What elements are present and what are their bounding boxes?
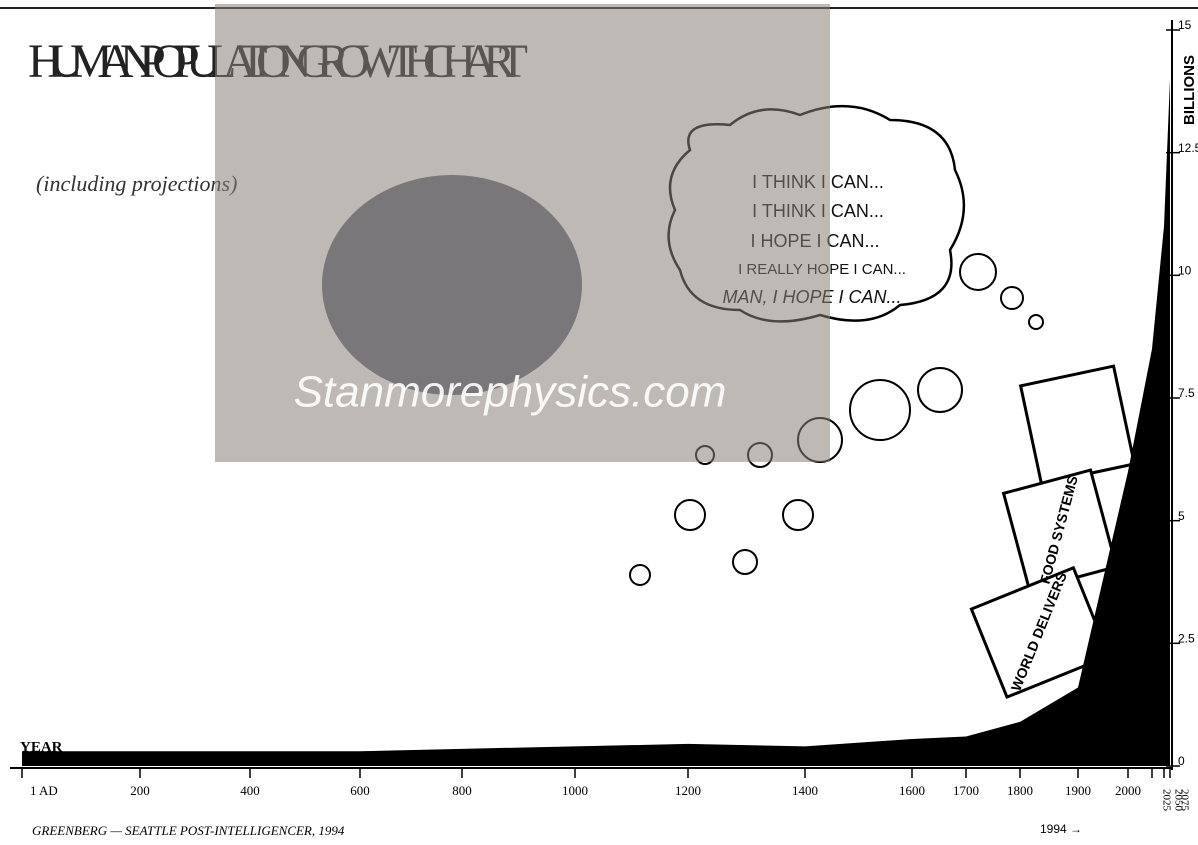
x-tick-label: 2000	[1115, 783, 1141, 798]
x-tick-label: 2025	[1160, 789, 1172, 812]
y-tick-label: 0	[1178, 754, 1185, 768]
x-tick-label: 1900	[1065, 783, 1091, 798]
credit: GREENBERG — SEATTLE POST-INTELLIGENCER, …	[32, 823, 345, 838]
x-tick-label: 1800	[1007, 783, 1033, 798]
y-tick-label: 15	[1178, 18, 1192, 32]
x-tick-label: 2050	[1172, 789, 1184, 812]
watermark: Stanmorephysics.com	[294, 368, 727, 417]
y-tick-label: 10	[1178, 264, 1192, 278]
locomotive	[1018, 364, 1137, 486]
y-axis-label: BILLIONS	[1181, 55, 1198, 125]
chart-subtitle: (including projections)	[36, 171, 237, 196]
y-tick-label: 7.5	[1178, 386, 1195, 400]
x-tick-label: 1400	[792, 783, 818, 798]
year-marker: 1994 →	[1040, 822, 1082, 836]
x-tick-label: 1600	[899, 783, 925, 798]
x-tick-label: 2075	[1178, 789, 1190, 812]
x-tick-label: 600	[350, 783, 370, 798]
bubble-puff	[959, 253, 997, 291]
x-tick-label: 400	[240, 783, 260, 798]
x-tick-label: 1 AD	[30, 783, 58, 798]
x-tick-label: 1000	[562, 783, 588, 798]
bubble-puff	[1000, 286, 1024, 310]
y-tick-label: 2.5	[1178, 632, 1195, 646]
x-tick-label: 200	[130, 783, 150, 798]
x-tick-label: 1700	[953, 783, 979, 798]
y-tick-label: 12.5	[1178, 141, 1198, 155]
watermark-pot	[322, 175, 582, 395]
x-tick-label: 800	[452, 783, 472, 798]
bubble-puff	[1028, 314, 1044, 330]
y-tick-label: 5	[1178, 509, 1185, 523]
train-car	[969, 565, 1111, 700]
x-tick-label: 1200	[675, 783, 701, 798]
